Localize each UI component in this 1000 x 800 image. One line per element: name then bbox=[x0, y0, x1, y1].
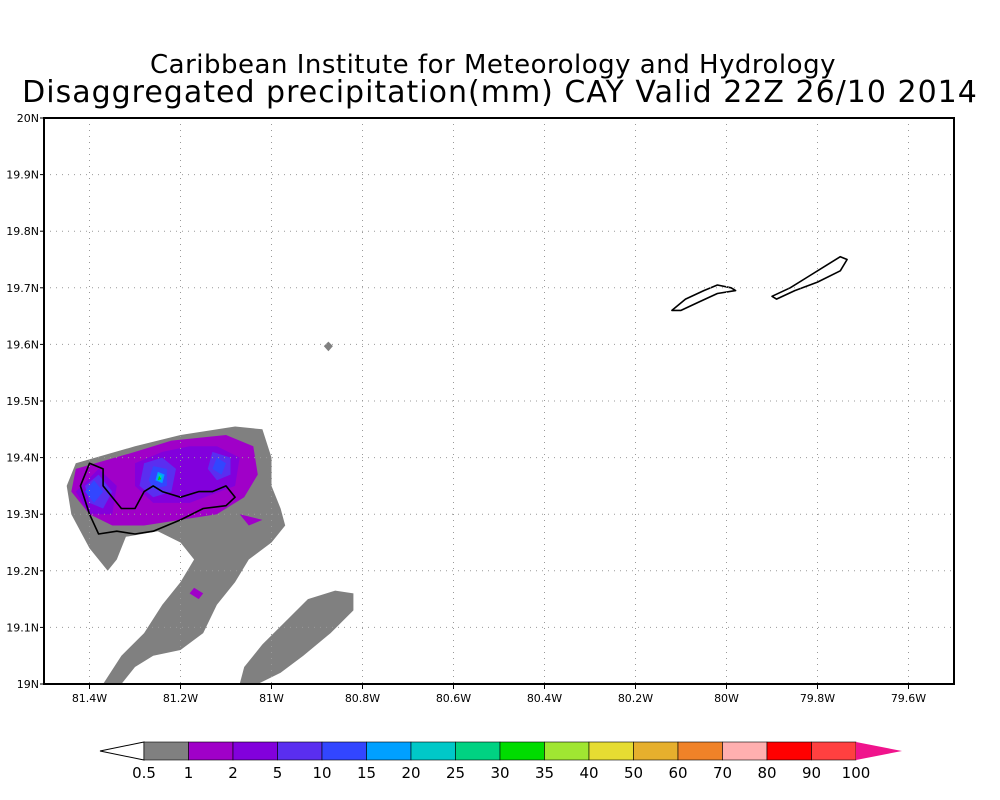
lat-tick-label-6: 19.6N bbox=[6, 338, 39, 351]
colorbar-label-11: 50 bbox=[624, 764, 643, 782]
colorbar-label-16: 100 bbox=[842, 764, 871, 782]
colorbar: 0.5 1 2 5 10 15 20 25 30 35 40 50 60 70 80 90 100 bbox=[99, 741, 902, 782]
precip-area-1 bbox=[239, 590, 354, 684]
precip-area-13 bbox=[212, 457, 226, 475]
colorbar-swatch-9 bbox=[544, 741, 590, 761]
colorbar-label-3: 5 bbox=[273, 764, 283, 782]
colorbar-label-4: 10 bbox=[312, 764, 331, 782]
colorbar-label-8: 30 bbox=[490, 764, 509, 782]
precipitation-layer bbox=[66, 341, 354, 684]
colorbar-label-5: 15 bbox=[357, 764, 376, 782]
lon-tick-label-0: 81.4W bbox=[72, 692, 107, 705]
precip-area-4 bbox=[189, 587, 204, 600]
colorbar-label-0: 0.5 bbox=[132, 764, 156, 782]
title-line-2: Disaggregated precipitation(mm) CAY Vali… bbox=[22, 75, 978, 110]
colorbar-swatch-1 bbox=[188, 741, 234, 761]
precip-area-16 bbox=[157, 475, 162, 481]
island-outline-2 bbox=[771, 255, 848, 300]
precip-area-11 bbox=[85, 480, 104, 503]
lat-tick-label-9: 19.9N bbox=[6, 169, 39, 182]
colorbar-swatch-15 bbox=[811, 741, 857, 761]
colorbar-swatch-0 bbox=[143, 741, 189, 761]
longitude-ticks: 81.4W 81.2W 81W 80.8W 80.6W 80.4W 80.2W 80W 79.8… bbox=[72, 684, 926, 705]
coastline-layer bbox=[79, 255, 848, 535]
lat-tick-label-2: 19.2N bbox=[6, 565, 39, 578]
lon-tick-label-3: 80.8W bbox=[345, 692, 380, 705]
lat-tick-label-5: 19.5N bbox=[6, 395, 39, 408]
precip-area-5 bbox=[239, 514, 263, 526]
colorbar-swatch-2 bbox=[232, 741, 278, 761]
colorbar-label-14: 80 bbox=[757, 764, 776, 782]
colorbar-label-7: 25 bbox=[446, 764, 465, 782]
island-outline-1 bbox=[671, 284, 737, 312]
lon-tick-label-7: 80W bbox=[714, 692, 739, 705]
lat-tick-label-0: 19N bbox=[17, 678, 39, 691]
latitude-ticks: 19N 19.1N 19.2N 19.3N 19.4N 19.5N 19.6N 19.7N 19… bbox=[6, 112, 44, 691]
colorbar-label-6: 20 bbox=[401, 764, 420, 782]
colorbar-label-15: 90 bbox=[802, 764, 821, 782]
colorbar-swatch-10 bbox=[588, 741, 634, 761]
colorbar-swatch-3 bbox=[277, 741, 323, 761]
island-outline-0 bbox=[79, 462, 236, 535]
lat-tick-label-10: 20N bbox=[17, 112, 39, 125]
colorbar-label-1: 1 bbox=[184, 764, 194, 782]
colorbar-high-triangle bbox=[856, 742, 902, 760]
lat-tick-label-1: 19.1N bbox=[6, 621, 39, 634]
lat-tick-label-4: 19.4N bbox=[6, 452, 39, 465]
colorbar-label-2: 2 bbox=[228, 764, 238, 782]
colorbar-label-12: 60 bbox=[668, 764, 687, 782]
colorbar-label-10: 40 bbox=[579, 764, 598, 782]
colorbar-swatch-7 bbox=[455, 741, 501, 761]
lon-tick-label-8: 79.8W bbox=[800, 692, 835, 705]
lon-tick-label-9: 79.6W bbox=[891, 692, 926, 705]
lon-tick-label-2: 81W bbox=[259, 692, 284, 705]
colorbar-swatch-13 bbox=[722, 741, 768, 761]
colorbar-label-9: 35 bbox=[535, 764, 554, 782]
lon-tick-label-5: 80.4W bbox=[527, 692, 562, 705]
colorbar-swatch-8 bbox=[499, 741, 545, 761]
colorbar-label-13: 70 bbox=[713, 764, 732, 782]
title-line-1: Caribbean Institute for Meteorology and … bbox=[150, 50, 836, 80]
colorbar-swatch-4 bbox=[321, 741, 367, 761]
grid-lines bbox=[44, 118, 954, 684]
colorbar-swatch-12 bbox=[677, 741, 723, 761]
lon-tick-label-4: 80.6W bbox=[436, 692, 471, 705]
precip-area-2 bbox=[323, 341, 333, 352]
colorbar-swatch-5 bbox=[366, 741, 412, 761]
colorbar-swatch-14 bbox=[766, 741, 812, 761]
lat-tick-label-8: 19.8N bbox=[6, 225, 39, 238]
lat-tick-label-7: 19.7N bbox=[6, 282, 39, 295]
lat-tick-label-3: 19.3N bbox=[6, 508, 39, 521]
lon-tick-label-1: 81.2W bbox=[163, 692, 198, 705]
colorbar-low-triangle bbox=[99, 741, 145, 761]
colorbar-swatch-6 bbox=[410, 741, 456, 761]
lon-tick-label-6: 80.2W bbox=[618, 692, 653, 705]
colorbar-swatch-11 bbox=[633, 741, 679, 761]
